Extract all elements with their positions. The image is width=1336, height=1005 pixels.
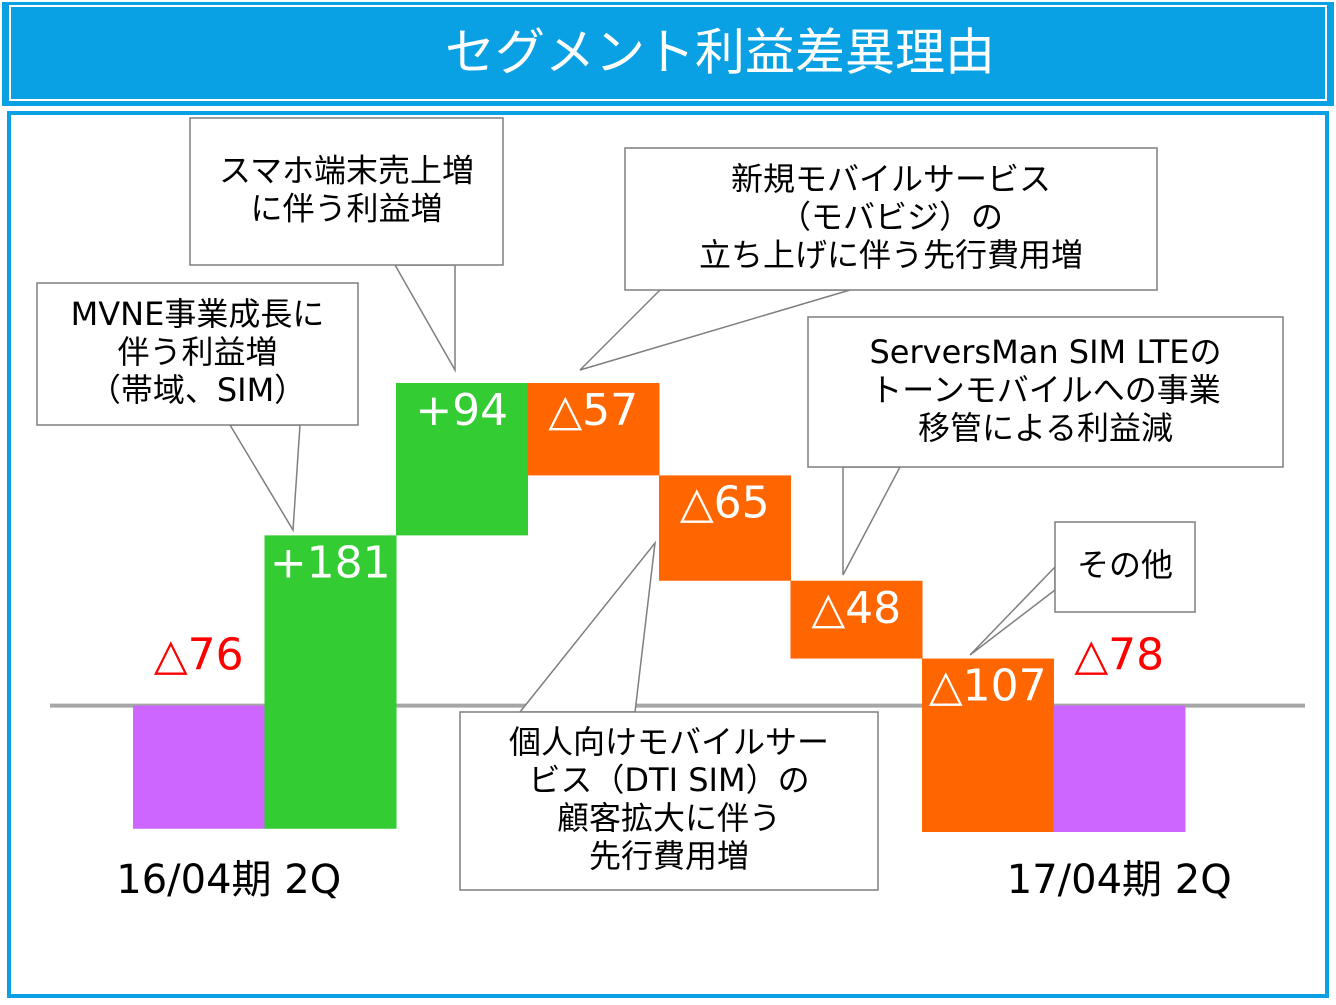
value-label: △107 (929, 661, 1047, 712)
callout-text: 顧客拡大に伴う (557, 799, 781, 837)
bar (133, 705, 265, 829)
value-label: △78 (1074, 630, 1164, 681)
bar (1053, 705, 1186, 832)
callout-text: 移管による利益減 (918, 409, 1173, 447)
value-label: △76 (154, 630, 244, 681)
header-frame (9, 5, 1327, 101)
callout-text: ServersMan SIM LTEの (869, 333, 1221, 371)
callout-box (624, 147, 1158, 291)
callout-text: 立ち上げに伴う先行費用増 (699, 236, 1083, 274)
callout-text: スマホ端末売上増 (219, 152, 474, 190)
callout-text: 個人向けモバイルサー (509, 723, 829, 761)
callout-text: に伴う利益増 (250, 190, 442, 228)
bar (790, 580, 923, 659)
callout-text: 先行費用増 (589, 837, 749, 875)
callout: その他 (969, 521, 1196, 656)
callout-box (807, 316, 1284, 468)
category-label: 17/04期 2Q (1007, 857, 1232, 903)
bar (264, 535, 397, 829)
bar (527, 383, 660, 476)
callout-box (36, 282, 359, 426)
bar (659, 475, 791, 581)
callout-box (459, 711, 879, 891)
value-label: +181 (270, 537, 391, 588)
value-label: △65 (680, 477, 770, 528)
value-label: △48 (811, 583, 901, 634)
callout-text: （モバビジ）の (779, 198, 1003, 236)
value-label: △57 (548, 385, 638, 436)
callout-box (1054, 521, 1196, 613)
bar (922, 658, 1054, 832)
callout-text: トーンモバイルへの事業 (870, 371, 1220, 409)
callout-text: MVNE事業成長に (71, 295, 325, 333)
callout-text: ビス（DTI SIM）の (528, 761, 809, 799)
bar (396, 383, 528, 536)
plot: △76 16/04期 2Q +181 +94 △57 △65 △48 △107 △78 17/04… (36, 117, 1305, 903)
value-label: +94 (415, 385, 508, 436)
callout-text: その他 (1077, 546, 1173, 584)
callout-text: 新規モバイルサービス (731, 160, 1051, 198)
callout-box (189, 117, 504, 266)
header-band (2, 2, 1334, 106)
callout-text: 伴う利益増 (117, 333, 277, 371)
category-label: 16/04期 2Q (116, 857, 341, 903)
chart-title: セグメント利益差異理由 (445, 24, 995, 82)
callout-text: （帯域、SIM） (89, 371, 306, 409)
